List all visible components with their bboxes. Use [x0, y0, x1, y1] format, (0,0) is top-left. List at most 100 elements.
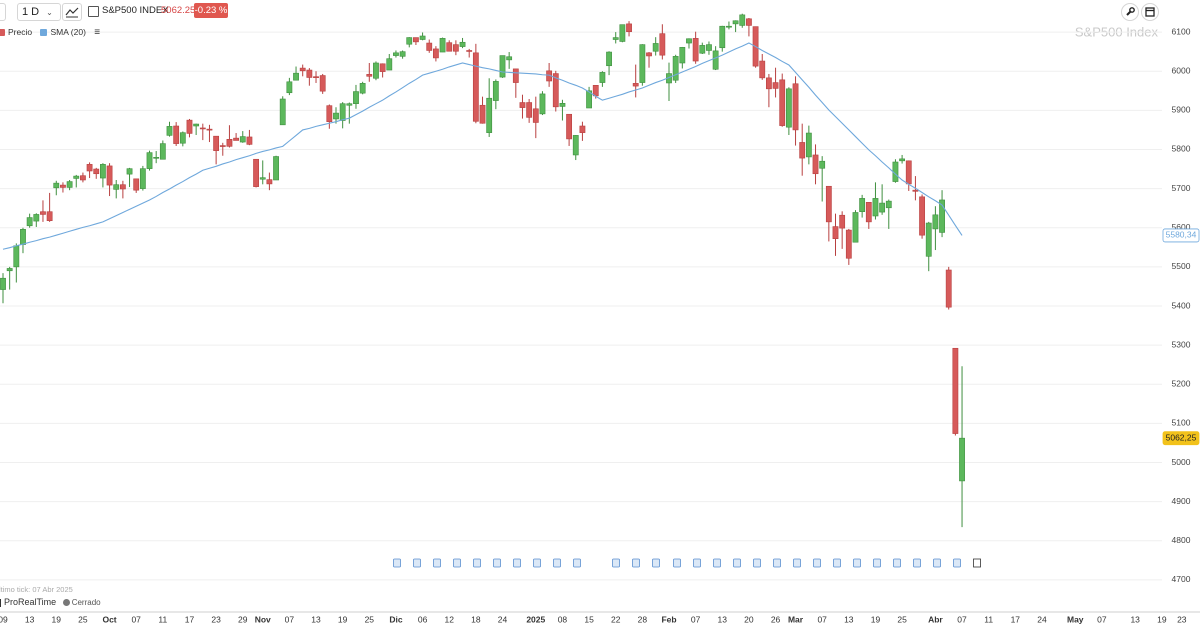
- legend: Precio SMA (20) ≡: [0, 26, 100, 39]
- symbol-icon: [88, 6, 99, 17]
- x-tick-label: 07: [817, 614, 827, 624]
- candle-body: [406, 37, 413, 45]
- x-tick-label: 29: [238, 614, 248, 624]
- event-icon: [473, 558, 481, 568]
- candle-body: [845, 229, 852, 259]
- x-tick-label: 07: [1097, 614, 1107, 624]
- event-icon: [453, 558, 461, 568]
- candle-body: [266, 179, 273, 185]
- x-tick-label: 09: [0, 614, 8, 624]
- candle-body: [13, 245, 20, 268]
- candle-body: [606, 51, 612, 67]
- candle-body: [246, 136, 253, 145]
- candle-body: [119, 184, 126, 190]
- x-tick-label: 18: [471, 614, 481, 624]
- x-tick-label: 25: [897, 614, 907, 624]
- candle-body: [179, 132, 186, 144]
- candle-body: [299, 67, 306, 72]
- candle-body: [526, 102, 533, 118]
- y-tick-label: 4800: [1172, 535, 1191, 545]
- grid: [0, 31, 1162, 581]
- candle-body: [945, 269, 952, 308]
- event-icon: [493, 558, 501, 568]
- y-tick-label: 5300: [1172, 339, 1191, 349]
- price-badge-label: 5580,34: [1166, 230, 1197, 240]
- candle-body: [106, 165, 113, 186]
- candle-body: [499, 55, 506, 78]
- x-tick-label: 28: [638, 614, 648, 624]
- candles: [0, 13, 965, 528]
- y-tick-label: 6000: [1172, 65, 1191, 75]
- candle-body: [359, 83, 366, 94]
- x-tick-label: 13: [311, 614, 321, 624]
- interval-selector[interactable]: 1 D ⌄: [17, 3, 61, 21]
- candle-body: [792, 83, 799, 131]
- legend-menu[interactable]: ≡: [94, 27, 101, 38]
- x-tick-label: 17: [1011, 614, 1021, 624]
- candle-body: [612, 37, 619, 40]
- menu-button[interactable]: [0, 3, 6, 21]
- calendar-button[interactable]: [1141, 3, 1159, 21]
- event-icon: [513, 558, 521, 568]
- candle-body: [60, 184, 66, 188]
- x-tick-label: 13: [1130, 614, 1140, 624]
- candle-body: [366, 74, 373, 77]
- candle-body: [353, 91, 359, 104]
- candle-body: [373, 62, 379, 79]
- candle-body: [226, 139, 233, 147]
- candle-body: [346, 103, 353, 106]
- legend-label[interactable]: Precio: [8, 27, 33, 37]
- legend-swatch: [0, 29, 5, 37]
- candle-body: [472, 52, 479, 122]
- candle-body: [333, 112, 339, 120]
- candle-body: [139, 168, 146, 189]
- x-tick-label: Abr: [928, 614, 943, 624]
- settings-button[interactable]: [1121, 3, 1139, 21]
- candle-body: [839, 214, 846, 229]
- y-tick-label: 4900: [1172, 496, 1191, 506]
- legend-swatch: [40, 29, 48, 37]
- candle-body: [432, 48, 439, 59]
- candle-body: [419, 35, 426, 40]
- candle-body: [859, 198, 866, 212]
- candle-body: [686, 38, 692, 44]
- symbol[interactable]: S&P500 INDEX: [102, 5, 169, 16]
- candle-body: [646, 52, 652, 57]
- calendar-icon: [1145, 7, 1155, 17]
- event-icon: [693, 558, 701, 568]
- x-tick-label: Dic: [389, 614, 403, 624]
- x-tick-label: Nov: [255, 614, 271, 624]
- last-tick: ltimo tick: 07 Abr 2025: [0, 585, 73, 594]
- candle-body: [952, 347, 959, 434]
- price-badge: [1162, 431, 1200, 446]
- x-tick-label: 13: [718, 614, 728, 624]
- event-icon: [413, 558, 421, 568]
- x-tick-label: 07: [131, 614, 141, 624]
- candle-body: [879, 202, 886, 213]
- event-icon: [793, 558, 801, 568]
- brand: ProRealTime: [4, 597, 57, 607]
- candle-body: [805, 132, 812, 158]
- candle-body: [712, 50, 719, 70]
- candle-body: [672, 56, 679, 81]
- legend-label[interactable]: SMA (20): [50, 27, 86, 37]
- candle-body: [779, 79, 786, 126]
- candle-body: [692, 38, 699, 62]
- event-icon: [733, 558, 741, 568]
- candle-body: [959, 437, 965, 482]
- candle-body: [592, 85, 599, 97]
- candle-body: [286, 81, 293, 94]
- x-tick-label: 2025: [526, 614, 545, 624]
- y-tick-label: 5700: [1172, 183, 1191, 193]
- candle-body: [679, 47, 686, 64]
- event-icon: [713, 558, 721, 568]
- candle-body: [426, 42, 433, 51]
- event-icon: [652, 558, 660, 568]
- chart-type-button[interactable]: [62, 3, 82, 21]
- event-icon: [853, 558, 861, 568]
- candle-body: [133, 178, 140, 191]
- header-price: 5062.25: [161, 5, 196, 16]
- x-tick-label: Feb: [661, 614, 676, 624]
- candle-body: [159, 143, 166, 160]
